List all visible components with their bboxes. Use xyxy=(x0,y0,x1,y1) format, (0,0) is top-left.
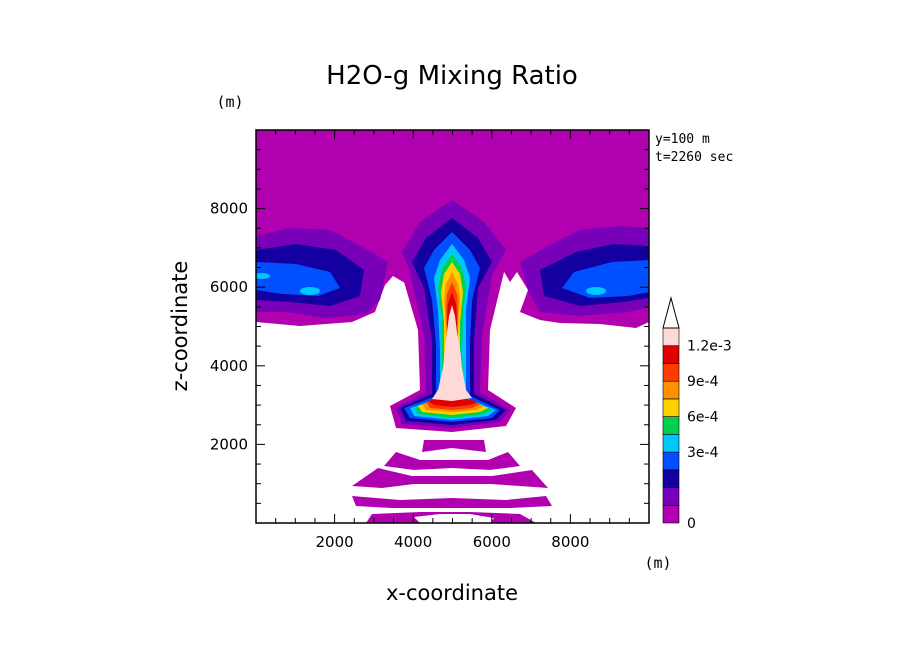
y-tick-label: 4000 xyxy=(210,357,248,375)
colorbar-tick-label: 6e-4 xyxy=(687,410,719,426)
colorbar-tick-label: 3e-4 xyxy=(687,445,719,461)
colorbar-swatch xyxy=(662,487,680,506)
colorbar: 0 3e-4 6e-4 9e-4 1.2e-3 xyxy=(662,296,732,532)
x-tick-label: 8000 xyxy=(551,533,589,551)
colorbar-swatch xyxy=(662,504,680,524)
annotation-y: y=100 m xyxy=(655,132,710,147)
x-tick-label: 6000 xyxy=(473,533,511,551)
colorbar-swatch xyxy=(662,434,680,453)
colorbar-swatch xyxy=(662,380,680,400)
x-tick-label: 4000 xyxy=(394,533,432,551)
low-band-1 xyxy=(422,440,486,452)
colorbar-tick-label: 1.2e-3 xyxy=(687,339,732,355)
low-band-4 xyxy=(352,496,552,508)
colorbar-swatch xyxy=(662,451,680,471)
colorbar-swatch xyxy=(662,416,680,435)
plume-core xyxy=(432,305,472,401)
colorbar-swatch xyxy=(662,469,680,488)
upper-layer-band-5 xyxy=(300,287,320,295)
low-band-3 xyxy=(352,468,548,488)
x-unit-label: (m) xyxy=(644,554,671,572)
y-unit-label: (m) xyxy=(216,93,243,111)
chart-title: H2O-g Mixing Ratio xyxy=(326,61,578,91)
x-tick-label: 2000 xyxy=(316,533,354,551)
colorbar-tick-label: 9e-4 xyxy=(687,374,719,390)
upper-layer-band-5-edge xyxy=(256,273,270,279)
y-axis-label: z-coordinate xyxy=(168,261,192,392)
colorbar-extend-arrow xyxy=(662,296,680,329)
colorbar-swatch xyxy=(662,327,680,347)
axis-ticks: 2000 4000 6000 8000 2000 4000 6000 8000 xyxy=(210,130,649,551)
contour-field xyxy=(256,130,649,523)
annotation-t: t=2260 sec xyxy=(655,150,733,165)
x-axis-label: x-coordinate xyxy=(386,581,518,605)
low-band-gap xyxy=(414,514,494,523)
upper-layer-band-4 xyxy=(256,262,340,296)
y-tick-label: 8000 xyxy=(210,200,248,218)
colorbar-swatch xyxy=(662,363,680,382)
plot-area: 2000 4000 6000 8000 2000 4000 6000 8000 xyxy=(210,129,650,551)
colorbar-swatch xyxy=(662,345,680,364)
colorbar-tick-label: 0 xyxy=(687,516,696,532)
upper-layer-band-5-right xyxy=(586,287,606,295)
y-tick-label: 6000 xyxy=(210,278,248,296)
colorbar-swatch xyxy=(662,398,680,417)
upper-layer-band-4-right xyxy=(562,260,649,298)
y-tick-label: 2000 xyxy=(210,435,248,453)
low-band-2 xyxy=(384,452,520,470)
